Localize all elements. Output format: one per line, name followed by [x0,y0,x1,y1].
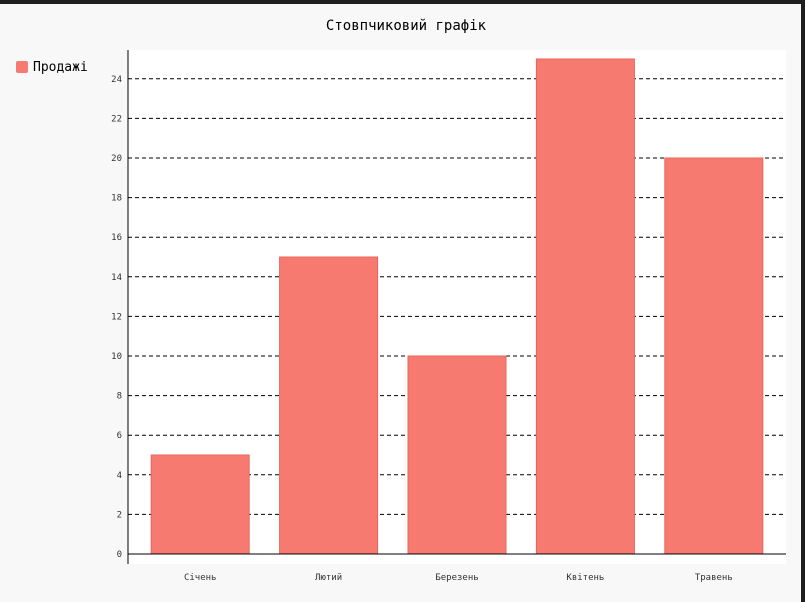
bar [150,454,250,555]
bar [535,58,635,555]
x-tick-label: Січень [184,573,217,583]
bar-chart: Стовпчиковий графік Продажі 024681012141… [16,18,786,583]
chart-frame: Стовпчиковий графік Продажі 0 2 4 6 8 10 12 14 1… [0,4,801,602]
y-tick-label: 12 [111,312,122,322]
y-tick-label: 16 [111,233,122,243]
y-tick-label: 2 [117,510,122,520]
x-tick-label: Лютий [315,573,342,583]
y-tick-label: 20 [111,154,122,164]
x-tick-label: Квітень [566,573,604,583]
y-tick-label: 18 [111,194,122,204]
bar [664,157,764,555]
y-tick-label: 6 [117,431,122,441]
legend: Продажі [16,60,88,75]
y-tick-label: 0 [117,550,122,560]
bar [407,355,507,555]
legend-swatch [16,61,28,73]
x-tick-label: Березень [435,573,478,583]
x-tick-label: Травень [695,573,733,583]
y-tick-label: 10 [111,352,122,362]
axes [127,50,786,564]
legend-label-sales: Продажі [33,60,88,75]
y-tick-label: 14 [111,273,122,283]
y-tick-label: 22 [111,114,122,124]
y-tick-label: 4 [117,471,122,481]
bars [150,58,764,555]
x-tick-labels: Січень Лютий Березень Квітень Травень [184,573,733,583]
chart-title: Стовпчиковий графік [326,18,487,34]
y-tick-label: 24 [111,75,122,85]
bar [279,256,379,555]
y-tick-label: 8 [117,392,122,402]
